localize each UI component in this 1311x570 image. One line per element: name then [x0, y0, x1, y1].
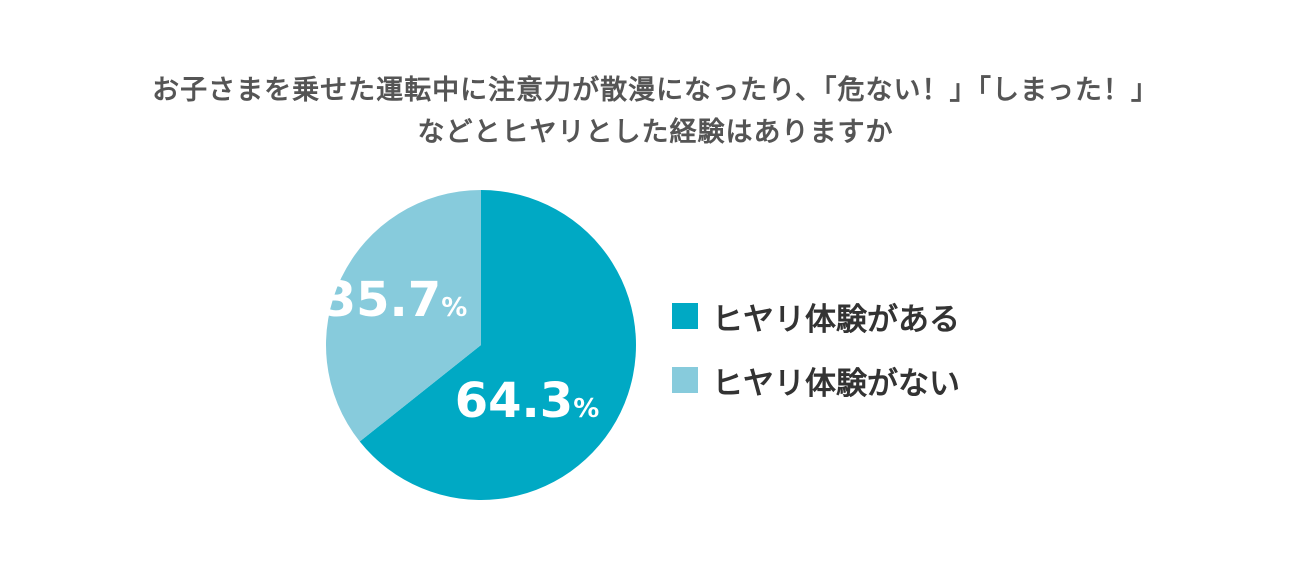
legend-swatch-yes	[672, 303, 698, 329]
legend-label-yes: ヒヤリ体験がある	[712, 301, 960, 338]
chart-title-line-1: お子さまを乗せた運転中に注意力が散漫になったり、「危ない！」「しまった！」	[152, 75, 1159, 106]
legend: ヒヤリ体験がある ヒヤリ体験がない	[672, 296, 960, 424]
legend-swatch-no	[672, 367, 698, 393]
legend-label-no: ヒヤリ体験がない	[712, 365, 960, 402]
legend-item-yes: ヒヤリ体験がある	[672, 296, 960, 338]
chart-title-line-2: などとヒヤリとした経験はありますか	[417, 117, 894, 148]
pie-slices	[326, 190, 636, 501]
pie-label-yes: 64.3%	[455, 373, 600, 429]
legend-item-no: ヒヤリ体験がない	[672, 360, 960, 402]
pie-label-no: 35.7%	[323, 272, 468, 328]
pie-slice-yes	[359, 190, 636, 501]
pie-slice-no	[326, 190, 481, 442]
chart-title: お子さまを乗せた運転中に注意力が散漫になったり、「危ない！」「しまった！」 など…	[0, 70, 1311, 154]
pie-slice-labels: 64.3% 35.7%	[323, 272, 600, 429]
